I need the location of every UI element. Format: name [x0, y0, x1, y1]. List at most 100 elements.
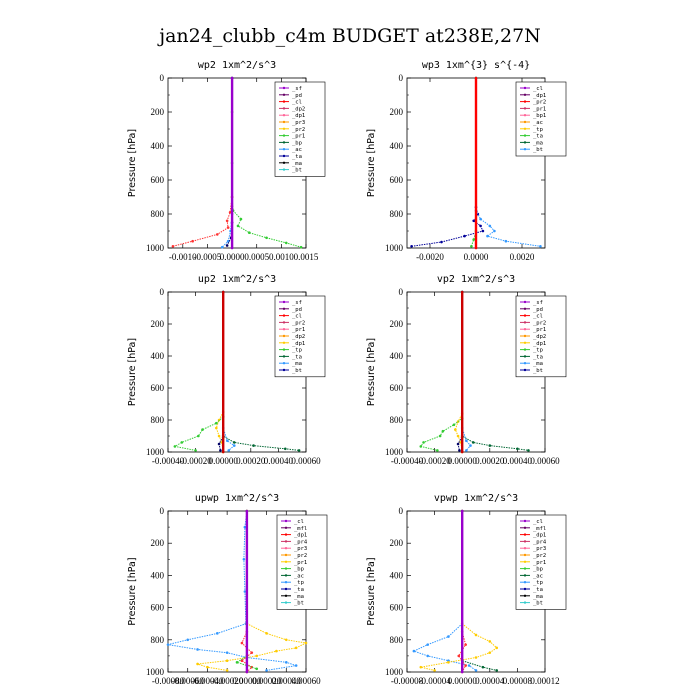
legend: _sf_pd_cl_dp2_dp1_pr3_pr2_pr1_bp_ac_ta_m…: [274, 81, 326, 177]
series-point: [194, 449, 197, 452]
y-tick-label: 1000: [385, 243, 404, 253]
x-tick-label: 0.0020: [510, 252, 535, 262]
legend-entry: _pr2: [533, 553, 546, 559]
legend-marker: [284, 526, 288, 529]
legend-marker: [523, 355, 527, 358]
legend-entry: _pr2: [533, 100, 546, 106]
y-tick-label: 0: [160, 73, 165, 83]
legend-marker: [282, 328, 286, 331]
series-point: [252, 444, 255, 447]
legend-marker: [523, 314, 527, 317]
series-point: [226, 239, 230, 243]
series-point: [226, 226, 230, 229]
series-point: [235, 661, 239, 664]
series-point: [173, 445, 177, 448]
series-point: [196, 662, 199, 666]
series-point: [299, 245, 303, 249]
legend-entry: _dp2: [292, 106, 305, 112]
series-point: [426, 654, 430, 658]
series-point: [217, 434, 221, 438]
series-line-ac: [235, 511, 257, 670]
legend-marker: [284, 519, 288, 523]
series-point: [481, 229, 485, 233]
x-tick-label: 0.00000: [448, 456, 478, 466]
legend-marker: [523, 587, 527, 591]
legend-marker: [284, 533, 288, 536]
x-tick-label: -0.00060: [172, 676, 205, 686]
legend-entry: _pr1: [294, 560, 307, 566]
legend-entry: _dp1: [533, 341, 546, 347]
legend-entry: _pr1: [533, 106, 546, 112]
x-tick-label: -0.0005: [194, 252, 222, 262]
series-point: [180, 441, 184, 444]
legend-entry: _bp: [533, 567, 543, 573]
y-axis-label: Pressure [hPa]: [366, 338, 377, 406]
series-point: [221, 290, 225, 294]
legend-entry: _pr2: [292, 127, 305, 133]
x-tick-label: 0.0015: [294, 252, 319, 262]
legend-marker: [282, 355, 286, 358]
x-tick-label: 0.00000: [209, 456, 239, 466]
y-tick-label: 1000: [385, 667, 404, 677]
legend-marker: [282, 300, 286, 304]
legend-marker: [282, 334, 286, 338]
series-point: [456, 434, 460, 438]
x-tick-label: -0.00020: [418, 456, 451, 466]
legend-marker: [523, 141, 527, 144]
series-line-tp: [412, 511, 477, 671]
y-tick-label: 0: [399, 287, 404, 297]
series-point: [474, 246, 478, 250]
series-point: [230, 76, 234, 80]
legend-marker: [523, 307, 527, 310]
y-tick-label: 400: [390, 141, 404, 151]
legend-marker: [282, 348, 286, 351]
y-tick-label: 600: [151, 603, 165, 613]
legend-marker: [523, 341, 527, 344]
series-point: [166, 643, 170, 646]
legend-marker: [523, 560, 527, 563]
legend-entry: _bp: [294, 567, 304, 573]
panel-title: vp2 1xm^2/s^3: [437, 274, 515, 285]
series-point: [196, 648, 199, 651]
series-point: [255, 667, 259, 671]
legend-marker: [523, 334, 527, 338]
series-point: [304, 641, 308, 645]
series-point: [240, 659, 244, 663]
legend-entry: _ta: [292, 154, 302, 160]
legend-entry: _ma: [533, 594, 543, 600]
y-axis-label: Pressure [hPa]: [127, 338, 138, 406]
x-tick-label: 0.00000: [232, 676, 262, 686]
legend-entry: _mfl: [294, 526, 307, 532]
series-point: [438, 434, 442, 438]
legend-marker: [523, 348, 527, 351]
x-tick-label: -0.00040: [191, 676, 224, 686]
series-point: [226, 439, 229, 443]
series-point: [488, 444, 492, 447]
series-point: [433, 669, 436, 672]
series-point: [221, 450, 225, 454]
legend-marker: [282, 120, 286, 124]
legend-entry: _dp2: [533, 334, 546, 340]
y-tick-label: 200: [151, 538, 165, 548]
legend-marker: [523, 594, 527, 597]
series-point: [464, 643, 467, 646]
series-point: [245, 670, 249, 674]
series-point: [460, 450, 464, 454]
legend-marker: [523, 526, 527, 529]
y-tick-label: 600: [390, 603, 404, 613]
series-point: [479, 224, 482, 228]
series-point: [465, 439, 468, 443]
legend-entry: _ma: [292, 161, 302, 167]
series-point: [486, 234, 489, 238]
x-tick-label: 0.00040: [264, 456, 294, 466]
x-tick-label: 0.00060: [291, 676, 321, 686]
series-point: [467, 664, 471, 667]
y-tick-label: 400: [151, 351, 165, 361]
series-point: [463, 234, 466, 238]
legend-marker: [523, 100, 527, 103]
legend: _cl_mfl_dp1_pr4_pr3_pr2_pr1_bp_ac_tp_ta_…: [276, 514, 328, 610]
series-point: [225, 659, 229, 663]
panel-title: wp2 1xm^2/s^3: [198, 60, 276, 71]
series-point: [294, 664, 298, 667]
